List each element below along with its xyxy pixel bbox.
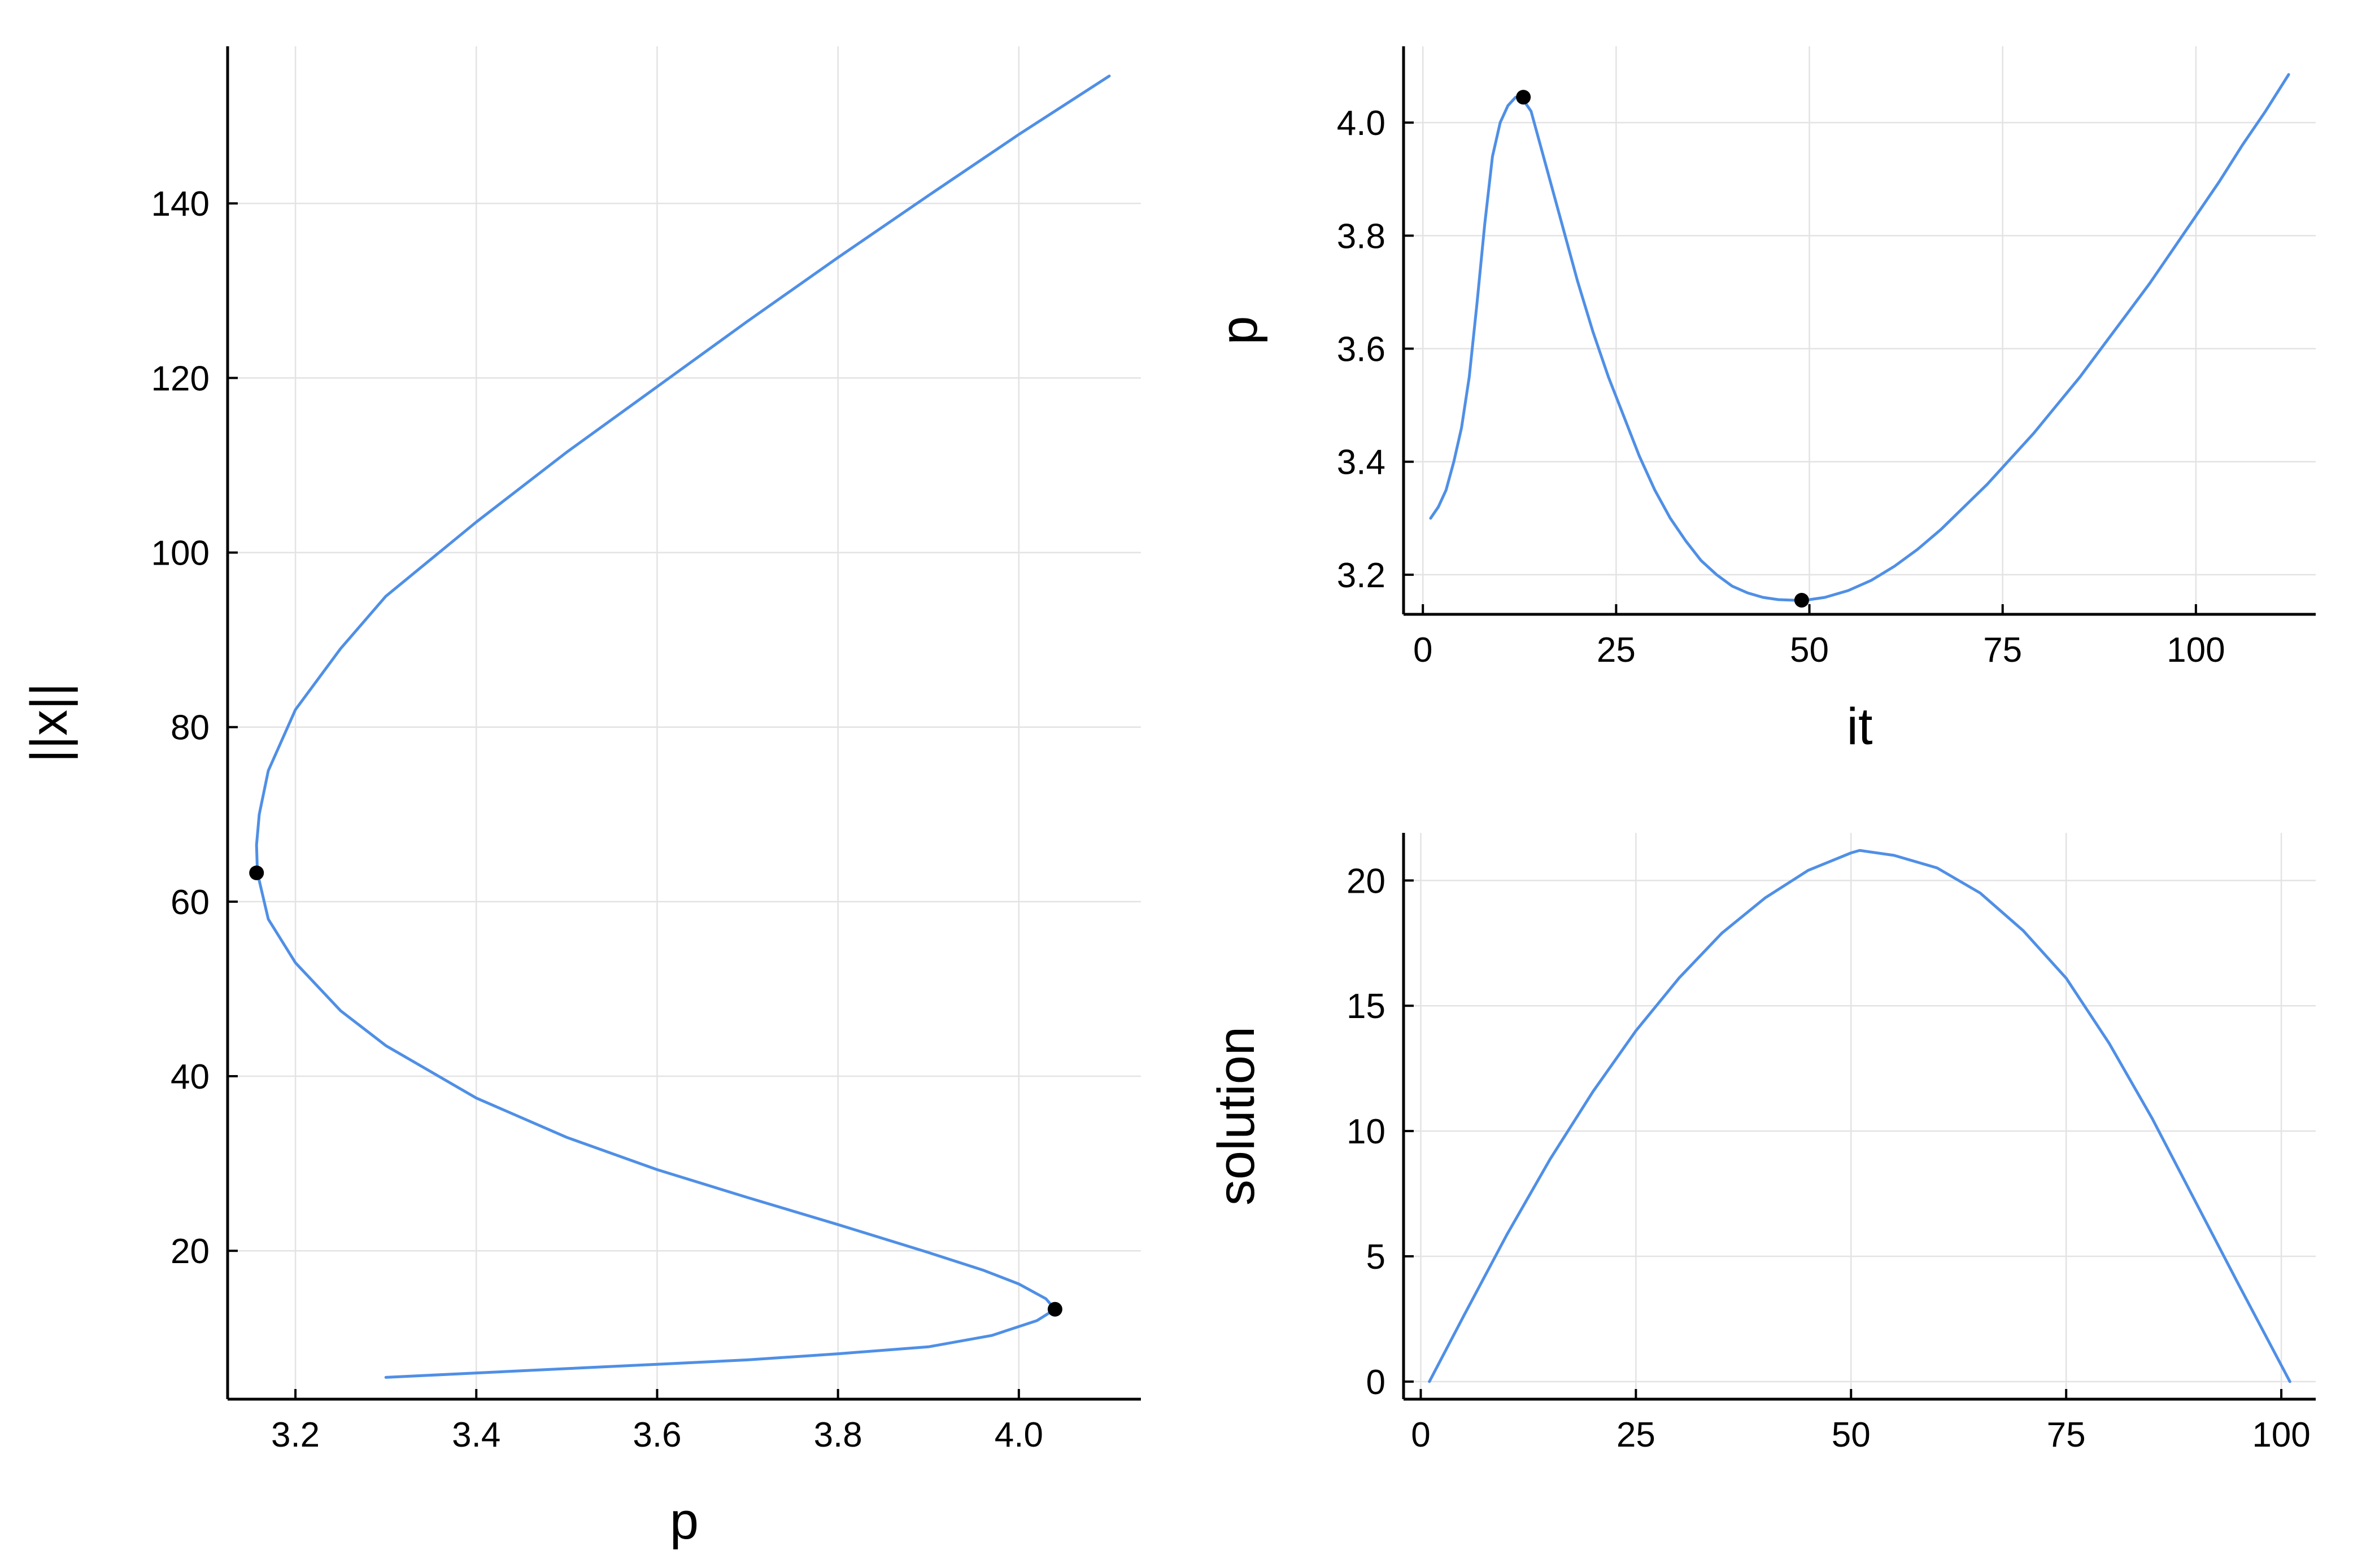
- chart-solution: 0 25 50 75 100 0 5 10 15 20 solution: [1208, 833, 2316, 1455]
- solution-xtick-label-2: 50: [1832, 1416, 1871, 1455]
- norm-vs-p-ytick-label-4: 100: [151, 534, 210, 573]
- solution-ytick-label-1: 5: [1366, 1238, 1385, 1277]
- solution-series-line-0: [1428, 849, 2291, 1383]
- solution-ytick-label-4: 20: [1347, 862, 1385, 901]
- norm-vs-p-ytick-label-3: 80: [171, 709, 210, 748]
- p-vs-it-ytick-label-3: 3.8: [1337, 217, 1385, 256]
- p-vs-it-xtick-label-2: 50: [1790, 631, 1829, 670]
- norm-vs-p-xtick-label-2: 3.6: [633, 1416, 681, 1455]
- p-vs-it-series-line-0: [1429, 73, 2290, 602]
- p-vs-it-x-axis-label: it: [1847, 698, 1873, 755]
- chart-norm-vs-p: 3.2 3.4 3.6 3.8 4.0 20 40 60 80 100 120 140 p ||x||: [20, 46, 1141, 1550]
- p-vs-it-ytick-label-2: 3.6: [1337, 330, 1385, 369]
- p-vs-it-ytick-label-4: 4.0: [1337, 104, 1385, 143]
- norm-vs-p-ytick-label-1: 40: [171, 1058, 210, 1097]
- p-vs-it-ytick-label-1: 3.4: [1337, 443, 1385, 482]
- p-vs-it-xtick-label-4: 100: [2167, 631, 2225, 670]
- solution-ytick-label-2: 10: [1347, 1112, 1385, 1151]
- norm-vs-p-series-line-0: [255, 75, 1111, 1379]
- p-vs-it-y-axis-label: p: [1210, 316, 1268, 344]
- norm-vs-p-ytick-label-5: 120: [151, 359, 210, 398]
- norm-vs-p-marker-point-0: [249, 865, 264, 880]
- solution-xtick-label-4: 100: [2252, 1416, 2310, 1455]
- p-vs-it-marker-point-0: [1516, 90, 1531, 105]
- solution-xtick-label-0: 0: [1411, 1416, 1430, 1455]
- norm-vs-p-xtick-label-0: 3.2: [271, 1416, 320, 1455]
- norm-vs-p-xtick-label-3: 3.8: [814, 1416, 862, 1455]
- norm-vs-p-xtick-label-4: 4.0: [995, 1416, 1043, 1455]
- norm-vs-p-marker-point-1: [1047, 1301, 1062, 1317]
- norm-vs-p-xtick-label-1: 3.4: [452, 1416, 500, 1455]
- norm-vs-p-ytick-label-6: 140: [151, 185, 210, 224]
- solution-xtick-label-1: 25: [1616, 1416, 1655, 1455]
- p-vs-it-ytick-label-0: 3.2: [1337, 556, 1385, 595]
- solution-ytick-label-3: 15: [1347, 987, 1385, 1026]
- norm-vs-p-ytick-label-0: 20: [171, 1232, 210, 1271]
- norm-vs-p-ytick-label-2: 60: [171, 883, 210, 922]
- chart-p-vs-it: 0 25 50 75 100 3.2 3.4 3.6 3.8 4.0 it p: [1210, 46, 2316, 755]
- solution-ytick-label-0: 0: [1366, 1363, 1385, 1402]
- norm-vs-p-y-axis-label: ||x||: [20, 683, 78, 763]
- p-vs-it-xtick-label-0: 0: [1413, 631, 1432, 670]
- solution-xtick-label-3: 75: [2047, 1416, 2086, 1455]
- solution-y-axis-label: solution: [1208, 1027, 1265, 1206]
- p-vs-it-xtick-label-3: 75: [1983, 631, 2022, 670]
- p-vs-it-marker-point-1: [1794, 592, 1809, 608]
- p-vs-it-xtick-label-1: 25: [1597, 631, 1636, 670]
- norm-vs-p-x-axis-label: p: [670, 1492, 699, 1550]
